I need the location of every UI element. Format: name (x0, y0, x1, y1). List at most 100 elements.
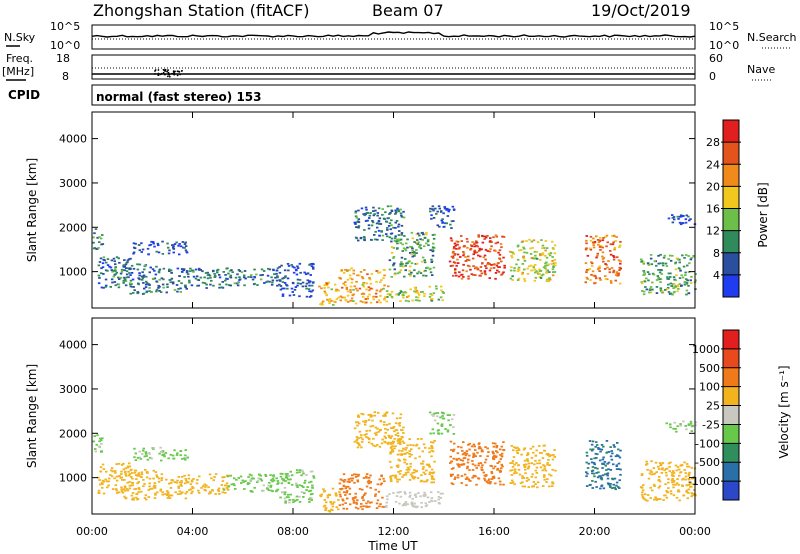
velocity-cell (600, 484, 604, 487)
velocity-colorbar-swatch (723, 386, 739, 406)
power-cell (370, 273, 374, 275)
power-cell (267, 267, 270, 270)
time-tick-label: 16:00 (478, 525, 510, 538)
velocity-cell (645, 462, 649, 465)
velocity-cell (160, 477, 164, 479)
velocity-cell (183, 474, 186, 477)
velocity-cell (607, 468, 610, 471)
velocity-cell (649, 497, 652, 499)
power-cell (148, 287, 151, 289)
velocity-cell (287, 482, 291, 485)
power-cell (392, 247, 396, 249)
velocity-cell (598, 475, 601, 478)
power-cell (545, 272, 549, 274)
velocity-cell (136, 492, 139, 495)
velocity-cell (474, 449, 477, 451)
velocity-cell (120, 464, 124, 466)
velocity-cell (463, 473, 467, 476)
velocity-cell (235, 478, 238, 481)
velocity-cell (322, 488, 325, 491)
power-cell (535, 270, 538, 273)
power-cell (657, 269, 660, 271)
power-cell (402, 210, 405, 213)
power-cell (112, 275, 115, 278)
power-cell (148, 271, 151, 274)
power-cell (168, 268, 171, 271)
velocity-cell (653, 472, 657, 475)
power-cell (283, 287, 286, 290)
velocity-cell (342, 499, 345, 502)
velocity-cell (401, 450, 404, 452)
velocity-cell (266, 487, 269, 490)
velocity-cell (138, 450, 141, 453)
power-cell (405, 262, 408, 265)
velocity-cell (372, 444, 375, 447)
velocity-cell (590, 470, 594, 472)
power-cell (658, 278, 661, 281)
velocity-cell (209, 490, 212, 493)
power-cell (437, 205, 441, 208)
velocity-cell (173, 449, 176, 452)
power-cell (450, 220, 454, 223)
power-cell (372, 298, 375, 301)
velocity-cell (664, 483, 667, 486)
power-cell (237, 269, 241, 271)
power-cell (416, 239, 419, 241)
velocity-cell (467, 443, 470, 446)
power-cell (126, 259, 130, 262)
power-cell (288, 294, 292, 297)
velocity-cell (383, 440, 386, 443)
power-cell (148, 244, 151, 247)
power-cell (440, 289, 443, 292)
power-cell (657, 262, 660, 265)
velocity-cell (392, 492, 395, 494)
power-cell (390, 251, 394, 254)
power-cell (419, 238, 422, 241)
velocity-cell (595, 457, 598, 459)
velocity-cell (334, 492, 338, 495)
power-cell (390, 246, 394, 248)
velocity-cell (210, 477, 213, 480)
velocity-cell (402, 432, 405, 434)
velocity-cell (468, 442, 471, 445)
velocity-cell (365, 476, 368, 479)
velocity-cell (98, 440, 101, 443)
power-cell (453, 242, 457, 245)
velocity-cell (331, 505, 335, 508)
velocity-cell (432, 412, 436, 415)
velocity-cell (594, 445, 597, 448)
power-cell (226, 267, 229, 270)
velocity-cell (121, 479, 124, 481)
power-cell (149, 291, 153, 294)
velocity-cell (543, 474, 546, 476)
velocity-cell (609, 446, 612, 448)
power-cell (222, 271, 225, 273)
velocity-cell (685, 463, 689, 465)
power-cell (113, 281, 117, 283)
power-cell (125, 270, 129, 273)
power-cell (472, 265, 475, 267)
power-cell (481, 234, 484, 237)
power-cell (411, 249, 414, 252)
velocity-cell (160, 459, 163, 462)
velocity-cell (369, 425, 372, 428)
power-cell (308, 290, 311, 293)
velocity-cell (149, 488, 152, 490)
power-cell (659, 253, 662, 256)
velocity-cell (500, 463, 503, 466)
velocity-cell (226, 475, 230, 478)
power-region (338, 267, 386, 305)
velocity-cell (302, 486, 305, 488)
velocity-cell (175, 454, 179, 456)
power-cell (118, 278, 121, 280)
power-cell (167, 246, 170, 249)
velocity-cell (545, 481, 548, 483)
velocity-cell (651, 489, 654, 492)
power-cell (421, 231, 424, 234)
velocity-cell (393, 430, 396, 433)
velocity-cell (166, 490, 169, 492)
time-axis: 00:00 04:00 08:00 12:00 16:00 20:00 00:00 (76, 112, 711, 538)
power-cell (118, 261, 121, 264)
power-cell (120, 270, 124, 273)
velocity-cell (687, 474, 691, 477)
